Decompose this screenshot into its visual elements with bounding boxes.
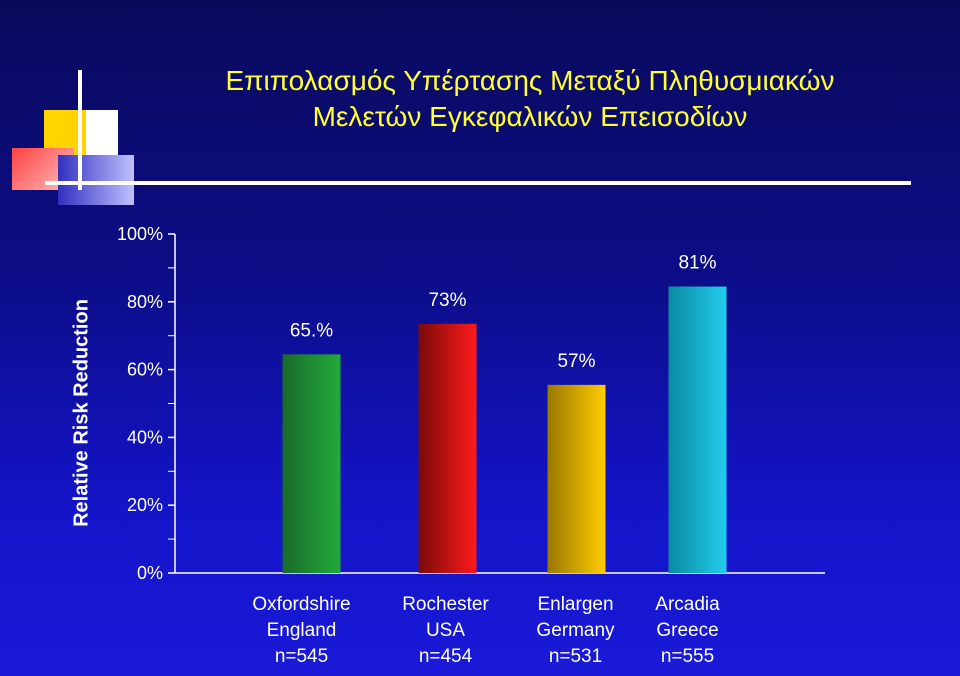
category-label: n=531 bbox=[549, 646, 602, 667]
data-label: 81% bbox=[678, 253, 716, 274]
chart-labels: 0% 20% 40% 60% 80% 100% 65.% Oxfordshire England… bbox=[117, 224, 720, 667]
data-label: 73% bbox=[428, 290, 466, 311]
data-label: 57% bbox=[557, 351, 595, 372]
category-label: England bbox=[267, 620, 337, 641]
y-tick-label: 20% bbox=[127, 495, 163, 515]
y-tick-label: 80% bbox=[127, 292, 163, 312]
category-label: Oxfordshire bbox=[252, 594, 350, 615]
category-label: n=555 bbox=[661, 646, 714, 667]
bar bbox=[418, 323, 477, 573]
category-label: Rochester bbox=[402, 594, 489, 615]
y-tick-label: 40% bbox=[127, 427, 163, 447]
deco-square-white bbox=[86, 110, 118, 156]
bar bbox=[282, 354, 341, 573]
slide-title-line2: Μελετών Εγκεφαλικών Επεισοδίων bbox=[312, 101, 748, 132]
slide-title-line1: Επιπολασμός Υπέρτασης Μεταξύ Πληθυσμιακώ… bbox=[225, 65, 835, 96]
category-label: Arcadia bbox=[655, 594, 720, 615]
deco-horizontal-line bbox=[45, 181, 115, 185]
y-tick-label: 100% bbox=[117, 224, 163, 244]
category-label: n=545 bbox=[275, 646, 328, 667]
data-label: 65.% bbox=[290, 320, 333, 341]
bar bbox=[668, 286, 727, 573]
y-tick-label: 60% bbox=[127, 360, 163, 380]
category-label: Germany bbox=[536, 620, 615, 641]
category-label: n=454 bbox=[419, 646, 473, 667]
title-underline bbox=[108, 181, 911, 185]
deco-vertical-line bbox=[78, 70, 82, 190]
category-label: Enlargen bbox=[537, 594, 613, 615]
y-tick-label: 0% bbox=[137, 563, 163, 583]
bar bbox=[547, 384, 606, 573]
category-label: USA bbox=[426, 620, 465, 641]
chart-bars bbox=[282, 286, 727, 573]
category-label: Greece bbox=[656, 620, 718, 641]
deco-square-blue bbox=[58, 155, 134, 205]
